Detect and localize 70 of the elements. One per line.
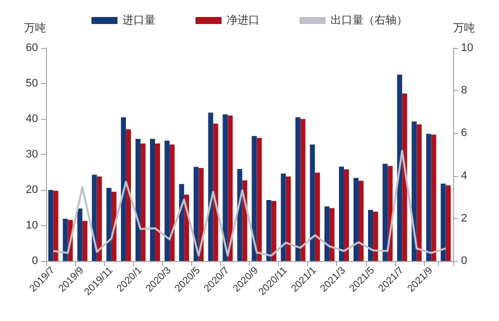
bar: [431, 134, 436, 261]
bar: [53, 190, 58, 261]
y2-axis-title: 万吨: [453, 22, 475, 34]
bar: [382, 164, 388, 261]
bar: [402, 93, 408, 261]
bar: [170, 144, 175, 261]
y-tick-label: 60: [26, 42, 38, 54]
y2-tick-label: 0: [461, 255, 468, 267]
bar: [329, 208, 334, 261]
bar: [120, 117, 126, 261]
bar: [314, 172, 320, 261]
bar: [150, 138, 156, 261]
bar: [373, 212, 378, 261]
bar: [77, 208, 82, 261]
y-tick-label: 50: [26, 78, 38, 90]
bar: [228, 115, 233, 261]
y2-tick-label: 2: [461, 212, 468, 224]
bar: [135, 138, 140, 261]
bar: [198, 168, 204, 261]
bar: [266, 200, 272, 261]
bar: [300, 119, 306, 261]
bar: [412, 121, 417, 261]
bar: [242, 180, 248, 261]
y2-tick-label: 10: [461, 42, 474, 54]
bar: [194, 166, 199, 261]
bar: [82, 220, 88, 261]
bar: [446, 185, 451, 261]
bar: [338, 166, 344, 261]
y2-tick-label: 8: [461, 84, 468, 97]
y-tick-label: 10: [26, 220, 38, 232]
bar: [222, 114, 228, 261]
bar: [324, 206, 330, 261]
y-axis-title: 万吨: [24, 22, 46, 34]
bar: [358, 180, 364, 261]
bar: [126, 129, 131, 261]
line-series: [52, 150, 447, 257]
bar: [179, 184, 184, 261]
bar: [208, 112, 214, 261]
bar: [237, 169, 242, 261]
legend-label: 进口量: [122, 14, 156, 26]
y-tick-label: 40: [26, 113, 38, 125]
bar: [310, 144, 315, 261]
bar: [252, 136, 257, 261]
bar: [96, 176, 102, 261]
bar: [155, 143, 160, 261]
bar: [48, 190, 54, 261]
y-tick-label: 0: [32, 255, 38, 267]
bar: [368, 210, 374, 261]
bar: [140, 143, 146, 261]
bar: [426, 134, 432, 261]
bar: [164, 140, 170, 261]
bar: [440, 184, 446, 261]
bar: [295, 117, 300, 261]
legend-label: 净进口: [226, 14, 260, 26]
bar: [213, 124, 218, 261]
legend-label: 出口量（右轴）: [330, 14, 408, 26]
bar: [280, 174, 286, 261]
bar: [106, 188, 112, 261]
y-tick-label: 30: [26, 148, 38, 160]
y-tick-label: 20: [26, 184, 38, 196]
bar: [271, 201, 276, 261]
bar: [344, 169, 349, 261]
bar: [62, 218, 68, 261]
bar: [354, 178, 359, 261]
y2-tick-label: 4: [461, 170, 468, 182]
y2-tick-label: 6: [461, 127, 468, 140]
bar: [416, 124, 422, 261]
bar: [397, 74, 402, 261]
bar: [256, 138, 262, 261]
bar: [286, 176, 291, 261]
